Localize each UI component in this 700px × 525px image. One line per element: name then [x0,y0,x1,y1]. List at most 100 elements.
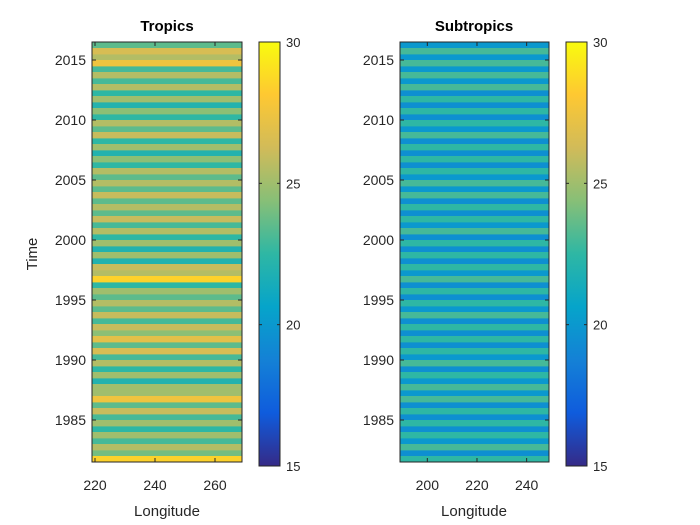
heat-band-2004-cool [92,186,242,193]
y-ticks-subtropics: 1985 1990 1995 2000 2005 2010 2015 [363,52,549,428]
axes-box-subtropics [399,41,550,463]
heat-band-1995-cool [400,294,549,301]
axes-box-tropics [91,41,243,463]
heat-band-1985-cool [92,414,242,421]
y-tick-label: 1990 [363,352,394,368]
heat-band-1990-cool [92,354,242,361]
heat-band-2008-cool [400,138,549,145]
colorbar-subtropics [565,41,588,467]
heat-band-2000-warm [400,240,549,247]
heat-band-1992-warm [92,336,242,343]
heat-band-2010-cool [400,114,549,121]
heat-band-1997-cool [400,270,549,277]
heat-band-2006-warm [92,168,242,175]
heat-band-1993-cool [92,318,242,325]
heat-band-2010-warm [400,120,549,127]
heat-band-2003-cool [92,198,242,205]
heat-band-2004-warm [400,192,549,199]
y-ticks-tropics: 1985 1990 1995 2000 2005 2010 2015 [55,52,242,428]
heat-band-1998-warm [400,264,549,271]
heat-band-1998-cool [92,258,242,265]
heat-band-2007-warm [92,156,242,163]
y-tick-label: 2005 [363,172,394,188]
colorbar-tick-label: 25 [286,176,300,191]
heat-band-2014-warm [400,72,549,79]
x-tick-label: 240 [143,477,167,493]
heat-band-1986-warm [400,408,549,415]
heat-band-1982-cool [92,450,242,457]
heat-band-2012-cool [400,90,549,97]
heat-band-1996-cool [92,282,242,289]
heat-band-1987-cool [92,390,242,397]
heat-band-1993-warm [92,324,242,331]
heat-band-2015-warm [92,60,242,67]
heat-band-1984-warm [92,432,242,439]
y-tick-label: 2000 [363,232,394,248]
y-tick-label: 1995 [55,292,86,308]
x-tick-label: 220 [83,477,107,493]
heat-band-2016-warm [400,48,549,55]
heat-band-1990-warm [400,360,549,367]
heat-band-2015-warm [400,60,549,67]
heat-band-1986-cool [92,402,242,409]
heat-band-2006-cool [92,162,242,169]
heat-band-1985-warm [92,420,242,427]
heat-band-1989-cool [92,366,242,373]
heat-band-1983-cool [400,438,549,445]
y-tick-label: 1985 [363,412,394,428]
heat-band-1993-cool [400,318,549,325]
heat-band-1992-cool [400,330,549,337]
heat-band-1992-warm [400,336,549,343]
x-ticks-subtropics: 200 220 240 [416,42,539,493]
colorbar-tick-label: 25 [593,176,607,191]
heat-band-2009-cool [400,126,549,133]
heat-band-2001-warm [92,228,242,235]
heat-band-1987-warm [92,396,242,403]
heat-band-1994-cool [92,306,242,313]
heat-band-1986-warm [92,408,242,415]
heat-band-1998-warm [92,264,242,271]
heat-band-2010-warm [92,120,242,127]
heat-band-2016-warm [92,48,242,55]
heatmap-subtropics [400,42,549,463]
heat-band-2009-cool [92,126,242,133]
heat-band-1989-warm [400,372,549,379]
x-tick-label: 260 [203,477,227,493]
heat-band-2013-warm [400,84,549,91]
heat-band-2007-cool [92,150,242,157]
heat-band-1988-warm [92,384,242,391]
heat-band-1991-warm [92,348,242,355]
heat-band-2014-cool [400,66,549,73]
x-axis-label-tropics: Longitude [134,503,200,520]
x-tick-label: 240 [515,477,539,493]
y-tick-label: 2010 [55,112,86,128]
colorbar-tick-label: 20 [593,318,607,333]
heat-band-1995-cool [92,294,242,301]
heat-band-2010-cool [92,114,242,121]
heat-band-2002-warm [400,216,549,223]
heat-band-1984-cool [92,426,242,433]
x-ticks-tropics: 220 240 260 [83,42,227,493]
heat-band-2005-warm [400,180,549,187]
heat-band-2003-cool [400,198,549,205]
heat-band-2008-warm [92,144,242,151]
heat-band-1994-cool [400,306,549,313]
y-tick-label: 1995 [363,292,394,308]
heat-band-2016-cool [92,42,242,49]
heat-band-1982-cool [400,450,549,457]
heat-band-1985-cool [400,414,549,421]
heat-band-1996-warm [400,288,549,295]
colorbar-tick-label: 30 [286,35,300,50]
heat-band-1987-warm [400,396,549,403]
heat-band-2014-cool [92,66,242,73]
heat-band-2011-warm [400,108,549,115]
heat-band-1996-warm [92,288,242,295]
heat-band-2012-warm [400,96,549,103]
heat-band-2000-cool [400,234,549,241]
heat-band-1984-cool [400,426,549,433]
heat-band-2013-warm [92,84,242,91]
heat-band-1983-warm [400,444,549,451]
